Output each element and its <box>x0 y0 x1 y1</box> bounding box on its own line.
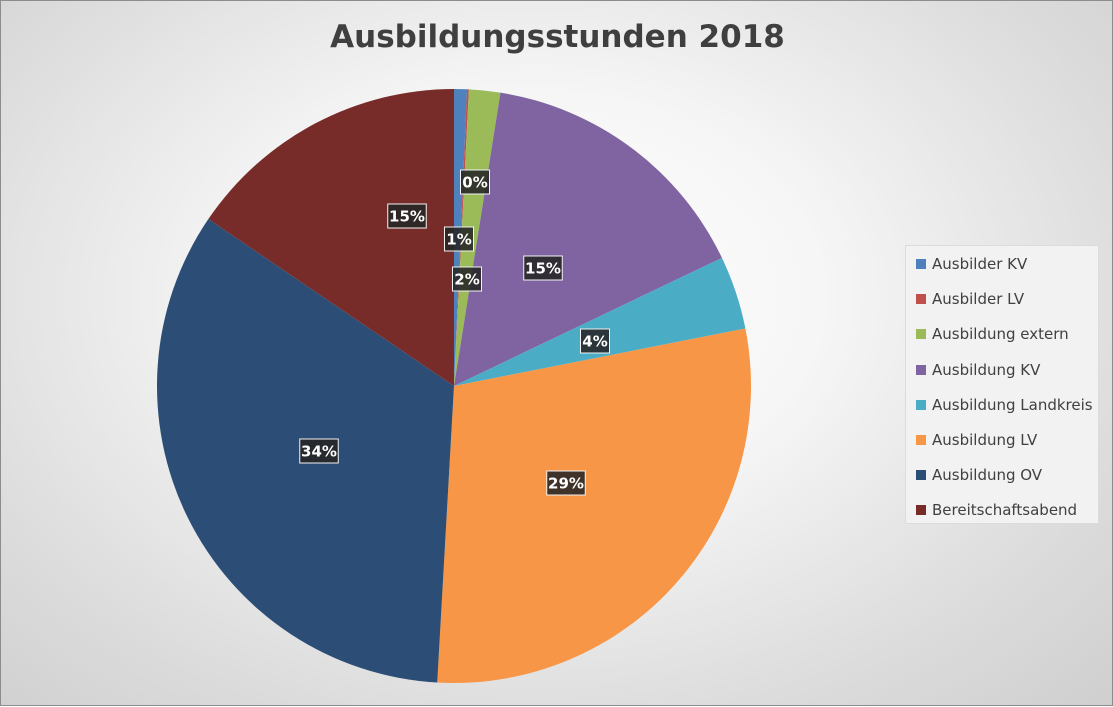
data-label-background <box>387 203 427 229</box>
legend-swatch <box>916 294 926 305</box>
legend-label: Ausbildung OV <box>932 466 1043 485</box>
data-label-text: 0% <box>462 174 487 192</box>
pie-slice-ausbildung-extern <box>454 89 501 386</box>
data-label-ausbilder-kv: 1% <box>444 226 474 252</box>
legend-label: Bereitschaftsabend <box>932 501 1078 520</box>
legend: Ausbilder KV Ausbilder LV Ausbildung exter… <box>905 245 1099 524</box>
data-label-text: 15% <box>525 260 561 278</box>
legend-label: Ausbildung Landkreis <box>932 395 1093 414</box>
data-label-background <box>299 438 339 464</box>
legend-swatch <box>916 505 926 516</box>
data-label-text: 1% <box>446 231 471 249</box>
data-label-background <box>460 169 490 195</box>
data-label-ausbildung-ov: 34% <box>299 438 339 464</box>
pie-slice-ausbildung-landkreis <box>454 257 746 386</box>
pie-slice-ausbildung-kv <box>454 92 722 386</box>
legend-item-ausbildung-ov: Ausbildung OV <box>916 465 1042 485</box>
data-label-ausbildung-kv: 15% <box>523 255 563 281</box>
data-label-ausbildung-landkreis: 4% <box>580 328 610 354</box>
legend-item-ausbilder-lv: Ausbilder LV <box>916 289 1024 309</box>
legend-item-ausbildung-landkreis: Ausbildung Landkreis <box>916 395 1093 415</box>
legend-swatch <box>916 470 926 481</box>
chart-title: Ausbildungsstunden 2018 <box>330 19 785 55</box>
pie-data-labels: 1% 0% 2% 15% 4% 29% 34% 15% <box>299 169 610 496</box>
data-label-ausbildung-extern: 2% <box>452 266 482 292</box>
pie-slice-bereitschaftsabend <box>208 89 454 386</box>
legend-item-ausbildung-extern: Ausbildung extern <box>916 324 1069 344</box>
data-label-bereitschaftsabend: 15% <box>387 203 427 229</box>
legend-swatch <box>916 399 926 410</box>
legend-item-ausbilder-kv: Ausbilder KV <box>916 254 1027 274</box>
data-label-text: 4% <box>582 333 607 351</box>
legend-swatch <box>916 329 926 340</box>
data-label-ausbilder-lv: 0% <box>460 169 490 195</box>
legend-label: Ausbildung KV <box>932 360 1041 379</box>
legend-swatch <box>916 364 926 375</box>
legend-swatch <box>916 435 926 445</box>
pie-slices <box>156 89 751 684</box>
legend-item-ausbildung-lv: Ausbildung LV <box>916 430 1037 450</box>
legend-label: Ausbildung LV <box>932 431 1038 449</box>
legend-label: Ausbilder KV <box>932 255 1028 273</box>
data-label-background <box>452 266 482 292</box>
legend-label: Ausbildung extern <box>932 325 1069 344</box>
data-label-background <box>523 255 563 281</box>
data-label-text: 34% <box>301 443 337 461</box>
legend-label: Ausbilder LV <box>932 290 1025 309</box>
data-label-background <box>444 226 474 252</box>
legend-swatch <box>916 259 926 269</box>
data-label-ausbildung-lv: 29% <box>546 470 586 496</box>
data-label-text: 15% <box>389 208 425 226</box>
data-label-background <box>580 328 610 354</box>
pie-slice-ausbildung-lv <box>437 328 751 684</box>
data-label-background <box>546 470 586 496</box>
legend-item-bereitschaftsabend: Bereitschaftsabend <box>916 500 1077 520</box>
data-label-text: 29% <box>548 475 584 493</box>
data-label-text: 2% <box>454 271 479 289</box>
legend-item-ausbildung-kv: Ausbildung KV <box>916 360 1040 380</box>
